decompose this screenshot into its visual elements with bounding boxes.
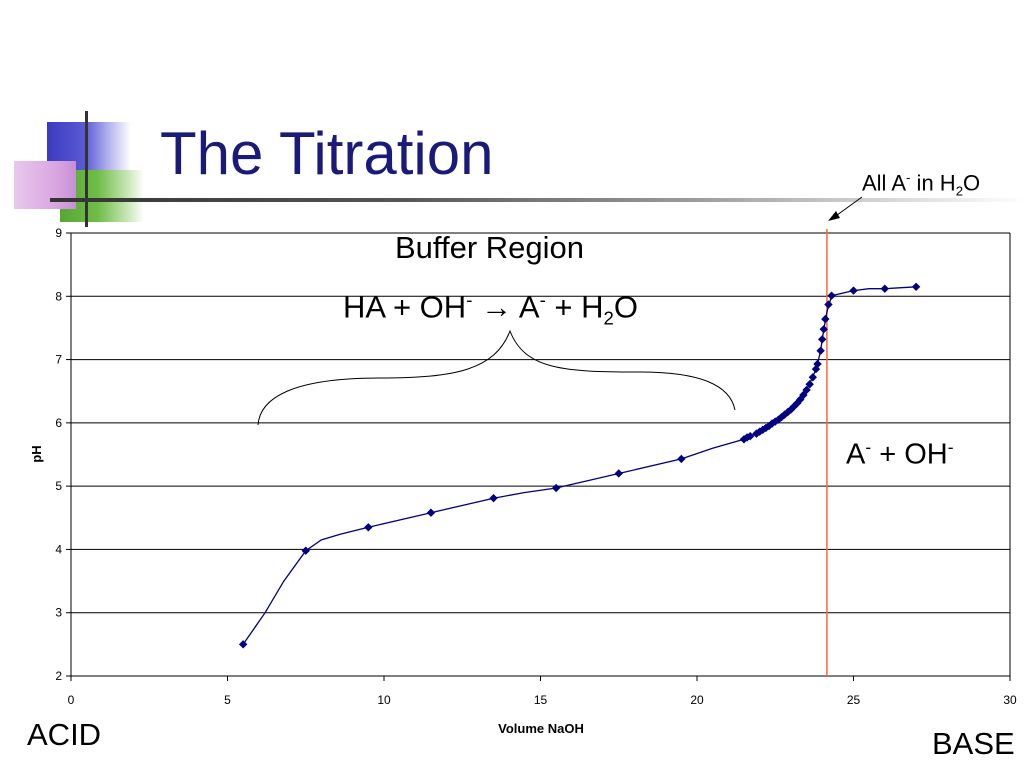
equivalence-arrow (828, 196, 863, 221)
x-tick-label: 10 (377, 693, 391, 707)
data-point (752, 429, 761, 438)
data-point (238, 640, 248, 649)
data-point (818, 335, 827, 344)
equivalence-part: in H (910, 170, 956, 196)
equivalence-superscript: - (906, 170, 911, 185)
data-point (742, 433, 752, 442)
reaction-part: A (512, 289, 540, 325)
data-point (911, 282, 921, 291)
data-point (739, 435, 749, 444)
y-tick-label: 3 (55, 606, 62, 620)
y-tick-label: 9 (55, 226, 62, 240)
arrow-head-icon (828, 211, 840, 221)
data-point (849, 286, 858, 295)
excess-base-part: + OH (871, 438, 948, 471)
equivalence-point-label: All A- in H2O (862, 170, 980, 199)
x-tick-label: 30 (1003, 693, 1017, 707)
data-point (802, 385, 811, 395)
x-axis-tick-labels: 0 5 10 15 20 25 30 (68, 676, 1017, 707)
data-point (799, 390, 808, 400)
data-point (880, 284, 889, 293)
reaction-arrow-icon: → (481, 289, 513, 325)
data-point (819, 324, 828, 334)
y-axis-label: pH (29, 445, 44, 462)
x-tick-label: 20 (690, 693, 704, 707)
decorative-vertical-rule (85, 111, 88, 227)
data-point (364, 523, 373, 532)
data-point (755, 427, 764, 436)
data-point (824, 300, 833, 309)
data-point (792, 399, 802, 408)
data-point (811, 364, 821, 374)
data-point (614, 469, 623, 478)
y-tick-label: 7 (55, 353, 62, 367)
y-tick-label: 4 (55, 542, 62, 556)
buffer-reaction-equation: HA + OH- → A- + H2O (343, 289, 638, 330)
x-tick-label: 25 (847, 693, 861, 707)
data-point (808, 373, 818, 382)
y-tick-label: 8 (55, 289, 62, 303)
data-point (677, 454, 686, 464)
x-axis-label: Volume NaOH (498, 721, 584, 736)
data-point (816, 346, 825, 355)
data-point (796, 395, 805, 404)
data-point (551, 483, 561, 493)
data-point (813, 359, 822, 369)
excess-base-superscript: - (865, 437, 872, 457)
excess-base-label: A- + OH- (846, 437, 954, 472)
reaction-part: + H (545, 289, 604, 325)
data-point (805, 380, 814, 389)
reaction-part: O (613, 289, 638, 325)
base-label: BASE (932, 726, 1015, 761)
x-tick-label: 5 (224, 693, 231, 707)
equivalence-part: O (963, 170, 981, 196)
reaction-superscript: - (466, 289, 473, 310)
reaction-superscript: - (539, 289, 546, 310)
equivalence-part: All A (862, 170, 907, 196)
data-point (301, 546, 310, 555)
data-point (426, 508, 436, 517)
data-point (821, 314, 830, 324)
title-underline-rule (50, 198, 1024, 202)
data-point (746, 431, 755, 441)
acid-label: ACID (27, 717, 102, 752)
excess-base-part: A (846, 438, 866, 471)
titration-data-points (238, 282, 921, 649)
data-point (489, 493, 498, 503)
data-point (827, 291, 836, 300)
reaction-subscript: 2 (603, 307, 614, 329)
equivalence-subscript: 2 (955, 183, 964, 199)
slide-title: The Titration (160, 120, 494, 187)
reaction-part: HA + OH (343, 289, 467, 325)
titration-curve-line (242, 286, 917, 645)
x-tick-label: 15 (534, 693, 548, 707)
y-tick-label: 2 (55, 669, 62, 683)
y-tick-label: 6 (55, 416, 62, 430)
data-point (758, 425, 767, 435)
y-tick-label: 5 (55, 479, 62, 493)
buffer-region-label: Buffer Region (395, 230, 584, 265)
y-axis-tick-labels: 2 3 4 5 6 7 8 9 (55, 226, 71, 683)
buffer-region-brace (257, 329, 736, 426)
x-tick-label: 0 (68, 693, 75, 707)
excess-base-superscript: - (947, 437, 954, 457)
